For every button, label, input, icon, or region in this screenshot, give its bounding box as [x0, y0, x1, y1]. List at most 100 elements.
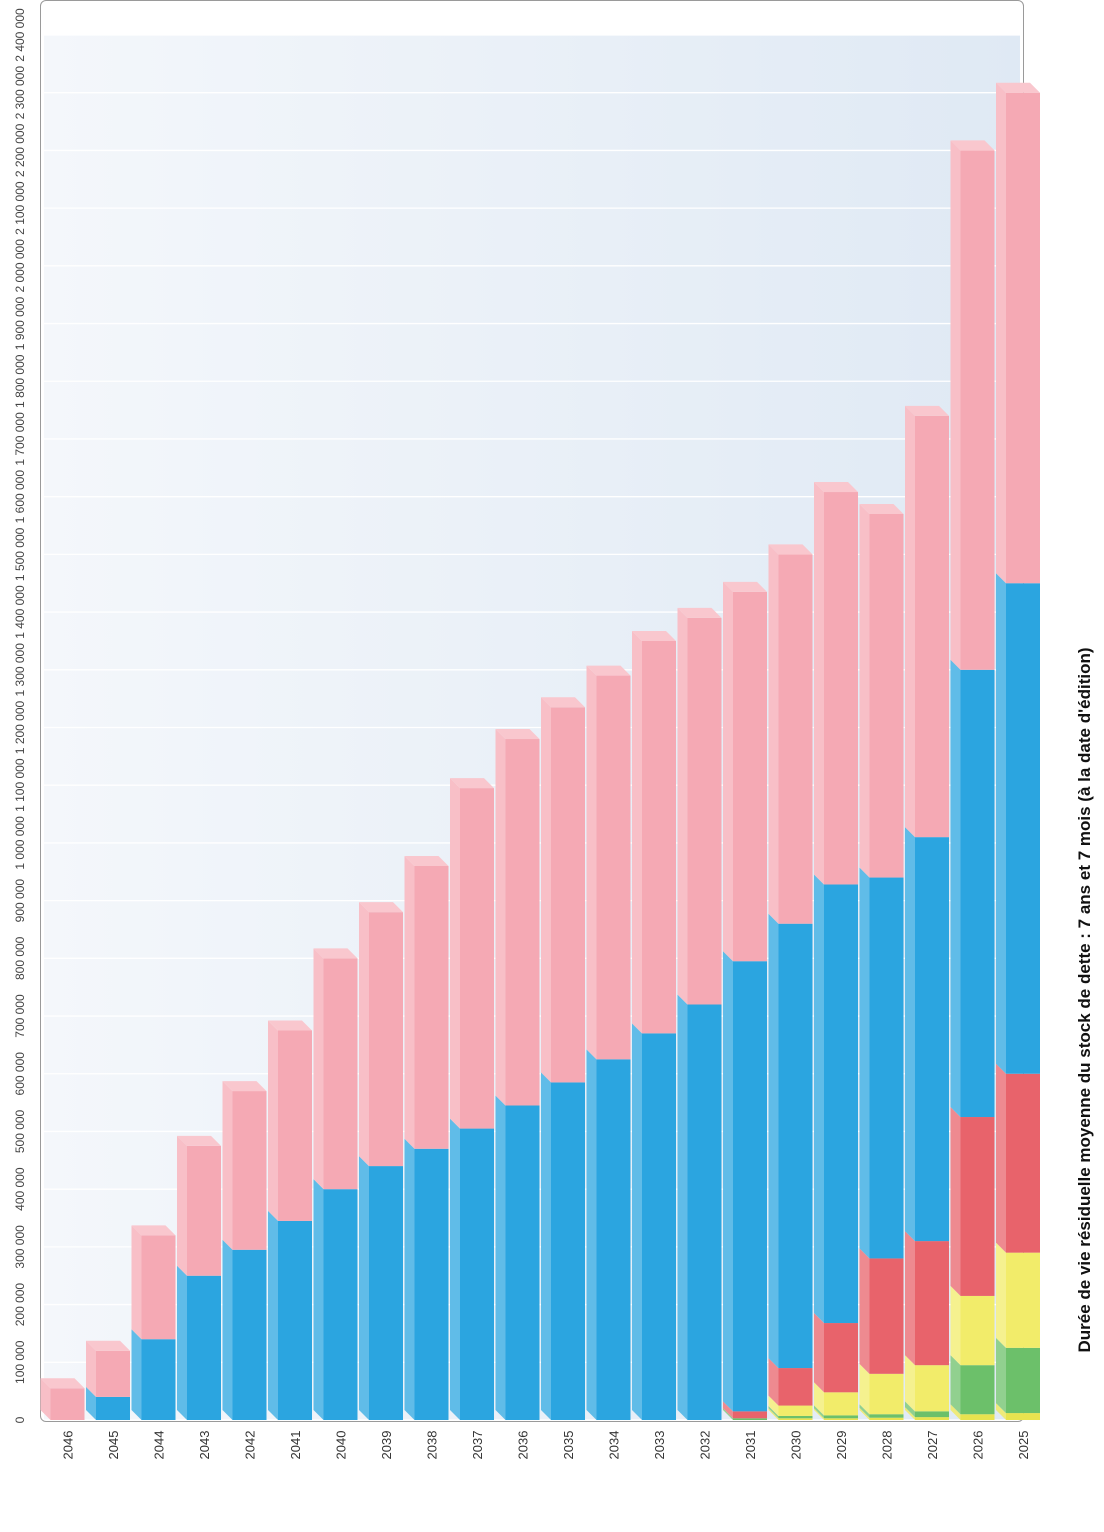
bar-segment-side: [131, 1329, 142, 1420]
bar-segment-side: [905, 1407, 915, 1420]
bar-segment-side: [859, 867, 870, 1259]
bar-segment-side: [541, 1072, 551, 1420]
bar-segment-side: [222, 1239, 233, 1420]
bar-top-cap: [450, 778, 494, 789]
value-tick-label: 800 000: [13, 936, 27, 980]
bar-segment: [50, 1388, 85, 1420]
category-tick-label: 2030: [789, 1431, 804, 1460]
bar-segment: [915, 1241, 949, 1366]
bar-top-cap: [495, 729, 540, 740]
value-tick-label: 600 000: [13, 1052, 27, 1096]
bar-segment: [778, 1368, 813, 1406]
bar-segment-side: [859, 1248, 870, 1374]
bar-segment: [824, 492, 858, 885]
bar-segment-side: [814, 482, 824, 885]
bar-segment: [278, 1030, 312, 1221]
bar-segment-side: [905, 405, 915, 838]
bar-segment: [687, 1004, 722, 1420]
bar-segment: [1006, 92, 1040, 584]
category-tick-label: 2036: [516, 1431, 531, 1460]
category-tick-label: 2025: [1016, 1431, 1031, 1460]
value-tick-label: 1 600 000: [13, 470, 27, 524]
bar-segment: [915, 837, 949, 1242]
bar-segment: [824, 1418, 858, 1420]
value-tick-label: 1 400 000: [13, 585, 27, 639]
bar-segment-side: [677, 607, 688, 1005]
bar-segment: [1006, 1413, 1040, 1420]
category-tick-label: 2045: [106, 1431, 121, 1460]
bar-segment: [960, 150, 995, 670]
bar-segment-side: [541, 697, 551, 1083]
value-tick-label: 1 800 000: [13, 354, 27, 408]
bar-segment-side: [677, 994, 688, 1420]
bar-segment: [1006, 583, 1040, 1074]
bar-segment-side: [950, 1355, 961, 1415]
bar-segment: [642, 640, 676, 1034]
value-tick-label: 2 400 000: [13, 8, 27, 62]
bar-top-cap: [177, 1135, 221, 1146]
bar-segment: [187, 1145, 221, 1276]
value-tick-label: 1 700 000: [13, 412, 27, 466]
bar-segment-side: [359, 1156, 369, 1420]
bar-segment-side: [996, 573, 1006, 1074]
category-tick-label: 2026: [971, 1431, 986, 1460]
bar-segment: [778, 1415, 813, 1419]
category-tick-label: 2040: [334, 1431, 349, 1460]
bar-segment-side: [359, 902, 369, 1167]
bar-segment: [869, 1417, 904, 1420]
category-tick-label: 2033: [652, 1431, 667, 1460]
bar-segment: [414, 866, 449, 1149]
value-tick-label: 700 000: [13, 994, 27, 1038]
category-tick-label: 2029: [834, 1431, 849, 1460]
bar-top-cap: [905, 405, 949, 416]
bar-segment-side: [905, 1355, 915, 1412]
bar-top-cap: [404, 856, 449, 866]
bar-segment: [551, 707, 585, 1083]
bar-top-cap: [222, 1081, 267, 1092]
bar-segment-side: [905, 827, 915, 1242]
bar-segment: [141, 1235, 176, 1340]
bar-segment-side: [768, 1405, 779, 1419]
category-tick-label: 2034: [607, 1431, 622, 1460]
value-tick-label: 1 500 000: [13, 527, 27, 581]
bar-top-cap: [768, 544, 813, 555]
bar-segment: [551, 1082, 585, 1420]
value-tick-label: 2 300 000: [13, 66, 27, 120]
bar-segment-side: [723, 951, 733, 1412]
bar-top-cap: [131, 1225, 176, 1236]
bar-segment-side: [495, 1095, 506, 1420]
value-tick-label: 2 100 000: [13, 181, 27, 235]
bar-segment-side: [859, 1407, 870, 1420]
bar-segment: [778, 1418, 813, 1420]
bar-segment: [687, 617, 722, 1005]
bar-segment-side: [40, 1378, 51, 1420]
bar-segment-side: [268, 1210, 278, 1420]
value-tick-label: 900 000: [13, 879, 27, 923]
value-tick-label: 400 000: [13, 1167, 27, 1211]
bar-segment-side: [768, 1395, 779, 1416]
bar-segment-side: [814, 1408, 824, 1420]
value-tick-label: 300 000: [13, 1225, 27, 1269]
bar-segment: [778, 1405, 813, 1416]
bar-segment-side: [859, 1363, 870, 1415]
bar-segment: [460, 1128, 494, 1420]
bar-segment: [915, 1411, 949, 1418]
bar-segment-side: [450, 778, 460, 1129]
bar-segment: [96, 1396, 130, 1420]
bar-segment: [960, 669, 995, 1118]
bar-segment-side: [950, 659, 961, 1118]
value-tick-label: 2 000 000: [13, 239, 27, 293]
bar-segment-side: [222, 1081, 233, 1250]
bar-segment: [778, 554, 813, 924]
bar-segment: [323, 1189, 358, 1420]
bar-segment-side: [814, 874, 824, 1324]
bar-segment: [733, 1411, 767, 1419]
bar-segment: [642, 1033, 676, 1420]
bar-segment-side: [495, 729, 506, 1106]
bar-segment-side: [723, 581, 733, 962]
bar-segment-side: [950, 1404, 961, 1420]
bar-segment-side: [996, 1063, 1006, 1253]
bar-segment: [869, 1258, 904, 1374]
bar-segment-side: [814, 1313, 824, 1393]
bar-segment: [824, 1415, 858, 1419]
